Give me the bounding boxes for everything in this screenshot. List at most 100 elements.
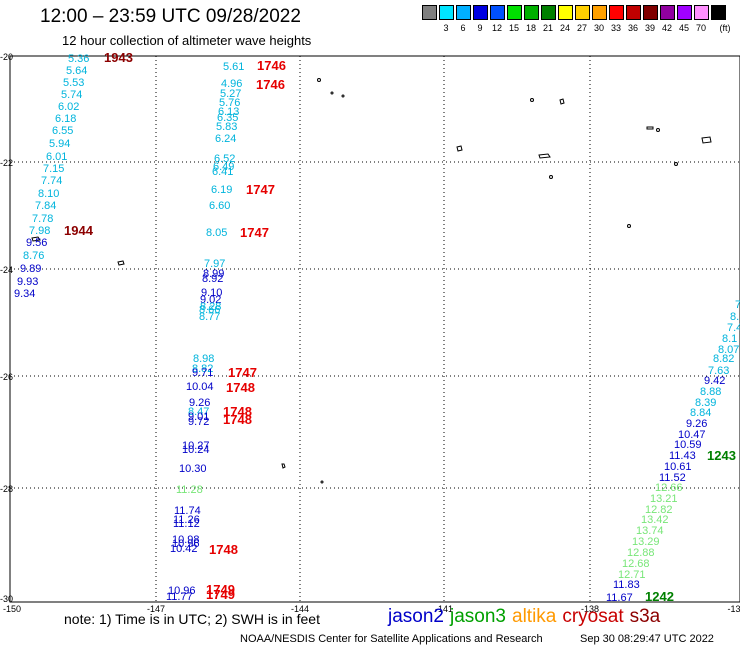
islands [31, 78, 712, 484]
island [31, 236, 41, 242]
pass-time-label: 1944 [64, 223, 94, 238]
wave-height-value: 11.83 [613, 579, 640, 591]
color-scale-swatch [660, 5, 675, 20]
wave-height-value: 10.42 [170, 543, 198, 555]
wave-height-value: 8.05 [206, 227, 227, 239]
color-scale-swatch [575, 5, 590, 20]
island [341, 94, 345, 98]
wave-height-value: 10.04 [186, 381, 214, 393]
wave-height-value: 7.84 [35, 200, 56, 212]
island [281, 463, 286, 469]
wave-height-value: 8.88 [700, 386, 721, 398]
satellite-name-s3a: s3a [629, 606, 661, 627]
wave-height-value: 8.47 [188, 406, 209, 418]
longitude-label: -150 [3, 604, 21, 614]
wave-height-value: 5.27 [220, 88, 241, 100]
satellite-name-jason2: jason2 [388, 606, 444, 627]
map-title: 12:00 – 23:59 UTC 09/28/2022 [40, 6, 301, 27]
island [317, 78, 321, 82]
map-subtitle: 12 hour collection of altimeter wave hei… [62, 33, 312, 48]
longitude-label: -144 [291, 604, 309, 614]
wave-height-value: 9.26 [686, 418, 707, 430]
wave-height-value: 5.76 [219, 97, 240, 109]
wave-height-value: 10.59 [674, 439, 702, 451]
wave-height-value: 7.5 [735, 299, 740, 311]
wave-height-value: 11.52 [659, 472, 686, 484]
wave-height-value: 6.02 [58, 101, 79, 113]
color-scale-swatch [541, 5, 556, 20]
color-scale-swatch [507, 5, 522, 20]
island [456, 145, 463, 152]
pass-time-label: 1242 [645, 589, 674, 604]
wave-height-value: 8.82 [713, 353, 734, 365]
wave-height-value: 9.01 [188, 411, 209, 423]
wave-height-value: 12.88 [627, 547, 655, 559]
footer-credit: NOAA/NESDIS Center for Satellite Applica… [240, 633, 543, 645]
color-scale-swatch [592, 5, 607, 20]
island [530, 98, 534, 102]
time-labels: 1943194417461746174717471747174817481748… [64, 50, 736, 604]
wave-height-value: 6.60 [209, 200, 230, 212]
pass-time-label: 1749 [206, 582, 235, 597]
wave-height-value: 6.49 [213, 161, 234, 173]
pass-time-label: 1943 [104, 50, 133, 65]
color-scale-swatch [439, 5, 454, 20]
wave-height-value: 10.47 [678, 429, 706, 441]
wave-height-value: 8.66 [199, 304, 220, 316]
color-scale-label: 70 [695, 23, 706, 33]
island [330, 91, 334, 95]
wave-height-value: 8.76 [23, 250, 44, 262]
wave-height-value: 9.89 [20, 263, 41, 275]
wave-height-value: 7.74 [41, 175, 62, 187]
wave-height-value: 11.26 [173, 514, 200, 526]
wave-height-value: 8.92 [202, 273, 223, 285]
wave-height-value: 13.74 [636, 525, 664, 537]
color-scale-label: 12 [491, 23, 502, 33]
grid-lines [10, 56, 740, 602]
wave-height-value: 11.43 [669, 450, 696, 462]
wave-height-value: 5.94 [49, 138, 70, 150]
color-scale-swatch [456, 5, 471, 20]
island [117, 260, 125, 266]
satellite-legend: jason2 jason3 altika cryosat s3a [388, 606, 666, 628]
island [320, 480, 324, 484]
wave-height-value: 7.97 [204, 258, 225, 270]
wave-height-value: 9.93 [17, 276, 38, 288]
color-scale-swatch [694, 5, 709, 20]
wave-height-value: 6.18 [55, 113, 76, 125]
wave-height-value: 6.01 [46, 151, 67, 163]
latitude-label: -24 [0, 265, 13, 275]
wave-height-value: 7.98 [29, 225, 50, 237]
color-scale-swatch [558, 5, 573, 20]
wave-height-value: 9.56 [26, 237, 47, 249]
wave-height-value: 5.64 [66, 65, 87, 77]
color-scale-label: 18 [525, 23, 536, 33]
color-scale-label: 15 [508, 23, 519, 33]
color-scale-label: 45 [678, 23, 689, 33]
wave-height-value: 7.63 [708, 365, 729, 377]
wave-height-value: 11.67 [606, 592, 633, 604]
wave-height-value: 6.19 [211, 184, 232, 196]
wave-height-value: 6.55 [52, 125, 73, 137]
satellite-name-jason3: jason3 [450, 606, 506, 627]
island [549, 175, 553, 179]
wave-height-readings: 5.365.645.535.746.026.186.555.946.017.15… [14, 53, 740, 604]
wave-height-value: 9.34 [14, 288, 35, 300]
color-scale-label: 39 [644, 23, 655, 33]
pass-time-label: 1749 [206, 587, 235, 602]
wave-height-value: 5.61 [223, 61, 244, 73]
color-scale-label: 36 [627, 23, 638, 33]
wave-height-value: 5.53 [63, 77, 84, 89]
wave-height-value: 9.71 [192, 367, 213, 379]
wave-height-value: 10.98 [172, 534, 200, 546]
color-scale-swatch [524, 5, 539, 20]
island [701, 136, 712, 144]
wave-height-value: 8.1 [722, 333, 737, 345]
wave-height-value: 13.21 [650, 493, 678, 505]
latitude-label: -30 [0, 594, 13, 604]
color-scale-swatch [677, 5, 692, 20]
footer-timestamp: Sep 30 08:29:47 UTC 2022 [580, 633, 714, 645]
wave-height-value: 9.72 [188, 416, 209, 428]
wave-height-value: 8.84 [690, 407, 711, 419]
